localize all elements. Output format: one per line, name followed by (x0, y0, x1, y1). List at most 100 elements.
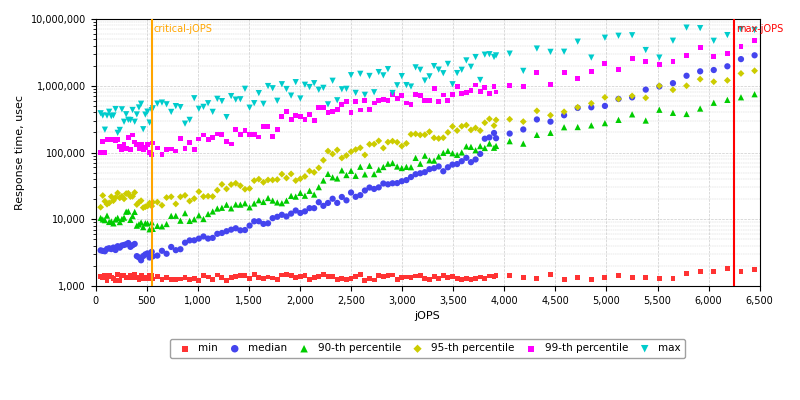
95-th percentile (598, 94, 611, 100)
90-th percentile (308, 191, 321, 198)
99-th percentile (165, 146, 178, 152)
95-th percentile (680, 82, 693, 89)
min (326, 273, 339, 280)
99-th percentile (111, 136, 124, 143)
median (488, 130, 501, 136)
95-th percentile (124, 193, 137, 200)
Text: critical-jOPS: critical-jOPS (154, 24, 213, 34)
Text: max-jOPS: max-jOPS (736, 24, 783, 34)
max (122, 117, 134, 123)
99-th percentile (680, 52, 693, 59)
max (437, 70, 450, 76)
max (455, 66, 468, 73)
max (146, 107, 158, 113)
90-th percentile (377, 164, 390, 170)
min (585, 276, 598, 282)
90-th percentile (358, 171, 371, 178)
min (294, 273, 306, 279)
median (230, 225, 242, 232)
max (469, 54, 482, 60)
max (331, 97, 344, 104)
95-th percentile (612, 96, 625, 102)
95-th percentile (139, 204, 152, 210)
95-th percentile (118, 196, 130, 202)
median (248, 218, 261, 224)
median (442, 164, 454, 170)
max (322, 101, 334, 108)
99-th percentile (354, 107, 366, 113)
min (234, 272, 246, 279)
max (680, 24, 693, 31)
95-th percentile (188, 195, 201, 202)
99-th percentile (410, 91, 422, 98)
median (197, 233, 210, 240)
median (165, 244, 178, 250)
median (98, 248, 111, 254)
95-th percentile (215, 181, 228, 188)
99-th percentile (257, 124, 270, 130)
90-th percentile (122, 208, 134, 214)
max (137, 126, 150, 132)
max (294, 95, 306, 102)
min (165, 276, 178, 283)
max (303, 84, 316, 90)
99-th percentile (372, 97, 385, 103)
max (271, 98, 284, 104)
95-th percentile (197, 193, 210, 200)
median (503, 130, 516, 137)
95-th percentile (478, 120, 491, 126)
99-th percentile (322, 110, 334, 116)
max (96, 112, 109, 119)
99-th percentile (134, 141, 147, 148)
90-th percentile (400, 164, 413, 170)
max (488, 54, 501, 60)
max (350, 90, 362, 96)
99-th percentile (460, 89, 473, 96)
90-th percentile (395, 165, 408, 171)
max (151, 100, 164, 107)
median (126, 242, 139, 248)
95-th percentile (322, 148, 334, 154)
max (215, 98, 228, 104)
min (432, 276, 445, 282)
min (197, 272, 210, 278)
median (680, 72, 693, 79)
min (230, 273, 242, 280)
median (238, 227, 251, 233)
99-th percentile (414, 93, 426, 99)
min (266, 275, 279, 281)
90-th percentile (598, 120, 611, 126)
max (666, 38, 679, 44)
max (111, 130, 124, 136)
median (193, 235, 206, 242)
max (382, 66, 394, 72)
min (298, 272, 311, 278)
min (155, 276, 168, 283)
90-th percentile (262, 195, 274, 201)
95-th percentile (238, 186, 251, 192)
max (197, 104, 210, 110)
median (382, 181, 394, 188)
90-th percentile (266, 197, 279, 204)
95-th percentile (666, 87, 679, 93)
90-th percentile (721, 97, 734, 103)
min (102, 272, 115, 279)
95-th percentile (155, 202, 168, 208)
99-th percentile (128, 139, 141, 145)
99-th percentile (363, 106, 376, 113)
95-th percentile (183, 198, 196, 204)
95-th percentile (571, 104, 584, 110)
90-th percentile (115, 216, 128, 222)
90-th percentile (130, 222, 143, 229)
max (134, 100, 147, 107)
min (368, 277, 381, 283)
median (120, 241, 133, 248)
95-th percentile (211, 187, 224, 194)
90-th percentile (455, 149, 468, 156)
min (178, 274, 191, 281)
min (414, 272, 426, 279)
min (160, 275, 173, 281)
max (414, 66, 426, 73)
99-th percentile (707, 53, 720, 60)
median (115, 242, 128, 249)
